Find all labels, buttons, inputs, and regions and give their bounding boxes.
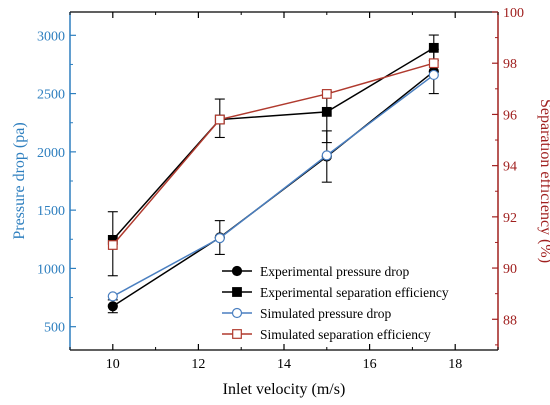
left-y-tick-label: 3000 [37, 29, 65, 44]
right-y-tick-label: 88 [503, 313, 517, 328]
left-y-tick-label: 1000 [37, 262, 65, 277]
legend-marker [231, 307, 243, 319]
left-y-tick-label: 2500 [37, 88, 65, 103]
right-y-tick-label: 98 [503, 57, 517, 72]
legend-marker [231, 265, 243, 277]
left-y-axis-title: Pressure drop (pa) [11, 122, 28, 239]
legend-item: Experimental pressure drop [222, 264, 409, 279]
x-tick-label: 14 [277, 357, 291, 372]
legend-label: Experimental pressure drop [260, 264, 409, 279]
data-point [107, 240, 118, 250]
right-y-axis-title: Separation efficiency (%) [537, 99, 550, 263]
legend-marker [232, 287, 242, 297]
x-tick-label: 12 [191, 357, 205, 372]
right-y-tick-label: 92 [503, 211, 517, 226]
legend-marker [232, 329, 242, 339]
right-y-tick-label: 94 [503, 160, 517, 175]
x-tick-label: 16 [363, 357, 377, 372]
left-y-tick-label: 500 [44, 321, 65, 336]
data-point [107, 301, 118, 312]
x-tick-label: 18 [448, 357, 462, 372]
data-point [107, 291, 118, 302]
data-point [428, 69, 439, 81]
series-experimental-separation-efficiency [107, 34, 439, 277]
legend-item: Simulated pressure drop [222, 306, 391, 321]
data-point [428, 42, 439, 53]
x-tick-label: 10 [106, 357, 120, 372]
right-y-tick-label: 100 [503, 6, 524, 21]
legend-label: Simulated pressure drop [260, 306, 391, 321]
data-point [428, 58, 439, 69]
series-line [112, 62, 435, 246]
series-simulated-pressure-drop [107, 69, 439, 302]
x-axis-title: Inlet velocity (m/s) [223, 381, 346, 398]
series-line [112, 74, 435, 298]
legend-label: Experimental separation efficiency [260, 285, 449, 300]
legend-label: Simulated separation efficiency [260, 327, 431, 342]
series-simulated-separation-efficiency [107, 58, 439, 250]
data-point [321, 89, 332, 99]
left-y-tick-label: 1500 [37, 204, 65, 219]
data-point [321, 106, 332, 117]
data-point [214, 233, 225, 244]
right-y-tick-label: 96 [503, 108, 517, 123]
data-point [214, 114, 225, 125]
data-point [321, 150, 332, 161]
series-line [112, 47, 435, 241]
left-y-tick-label: 2000 [37, 146, 65, 161]
right-y-tick-label: 90 [503, 262, 517, 277]
legend-item: Experimental separation efficiency [222, 285, 449, 300]
legend-item: Simulated separation efficiency [222, 327, 431, 342]
